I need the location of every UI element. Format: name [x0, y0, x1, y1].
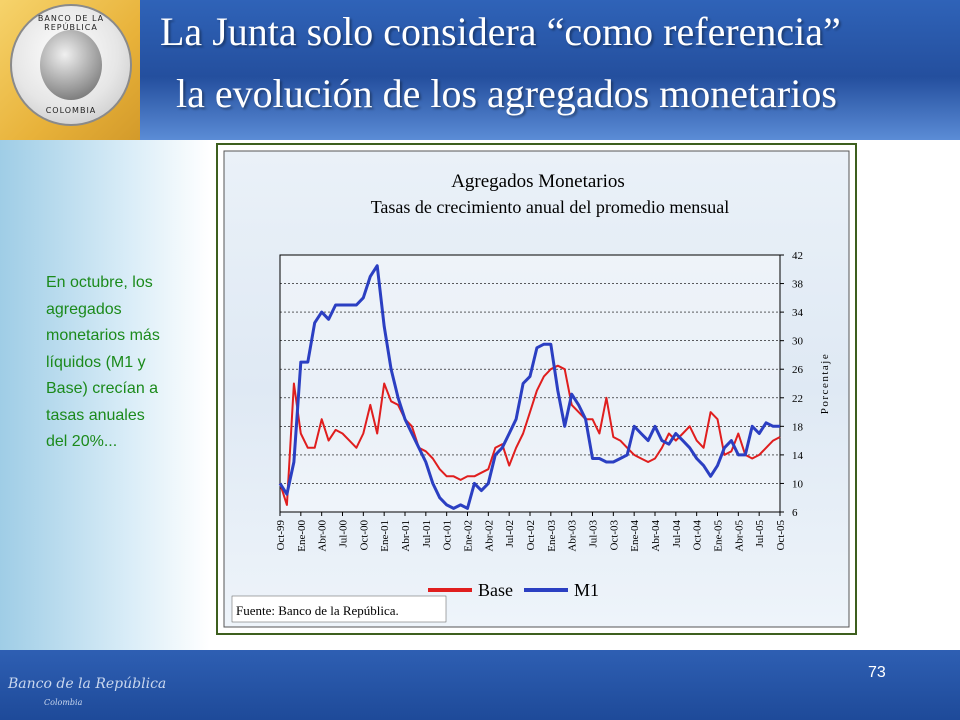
y-tick-label: 34: [792, 307, 804, 319]
y-tick-label: 26: [792, 364, 804, 376]
x-tick-label: Oct-05: [775, 520, 787, 551]
chart-area-background: [223, 150, 850, 628]
plot-border: [279, 254, 781, 513]
footer-band: [0, 650, 960, 720]
source-note: Fuente: Banco de la República.: [236, 603, 399, 618]
y-axis-label: Porcentaje: [819, 353, 831, 414]
x-tick-label: Abr-05: [733, 520, 745, 552]
commentary-text: En octubre, los agregados monetarios más…: [46, 274, 160, 450]
x-tick-label: Oct-04: [692, 520, 704, 551]
legend-label-base: Base: [478, 580, 513, 600]
series-line-m1: [278, 264, 780, 510]
slide-title-line1: La Junta solo considera “como referencia…: [160, 9, 841, 54]
x-tick-label: Oct-00: [358, 520, 370, 551]
x-tick-label: Jul-03: [588, 520, 600, 548]
x-tick-label: Abr-01: [400, 520, 412, 552]
y-tick-label: 42: [792, 250, 803, 262]
x-tick-label: Jul-00: [338, 520, 350, 548]
series-line-base: [279, 364, 781, 506]
x-tick-label: Abr-03: [567, 520, 579, 552]
chart-title: Agregados Monetarios: [451, 171, 625, 192]
bank-seal-logo: BANCO DE LA REPÚBLICA COLOMBIA: [10, 4, 132, 126]
y-tick-label: 22: [792, 393, 803, 405]
x-tick-label: Ene-03: [546, 520, 558, 552]
seal-top-text: BANCO DE LA REPÚBLICA: [37, 14, 105, 32]
seal-bottom-text: COLOMBIA: [45, 106, 97, 115]
y-tick-label: 10: [792, 478, 804, 490]
header-band: [0, 0, 960, 140]
x-tick-label: Jul-05: [754, 520, 766, 548]
x-tick-label: Oct-01: [442, 520, 454, 551]
x-tick-label: Abr-04: [650, 520, 662, 552]
logo-background: BANCO DE LA REPÚBLICA COLOMBIA: [0, 0, 140, 140]
y-tick-label: 14: [792, 450, 804, 462]
x-tick-label: Jul-02: [504, 520, 516, 548]
y-tick-label: 30: [792, 336, 804, 348]
x-tick-label: Ene-04: [629, 520, 641, 552]
x-tick-label: Ene-05: [713, 520, 725, 552]
x-tick-label: Jul-01: [421, 520, 433, 548]
x-tick-label: Abr-02: [483, 520, 495, 552]
x-tick-label: Abr-00: [317, 520, 329, 552]
x-tick-label: Jul-04: [671, 520, 683, 548]
legend: Base M1: [428, 580, 599, 600]
y-tick-label: 38: [792, 279, 804, 291]
x-tick-label: Ene-02: [463, 520, 475, 552]
chart-subtitle: Tasas de crecimiento anual del promedio …: [371, 197, 730, 217]
source-note-box: [231, 595, 447, 623]
slide-title-line2: la evolución de los agregados monetarios: [176, 71, 837, 116]
page-number: 73: [868, 664, 886, 681]
footer-bank-logo-sub: Colombia: [44, 698, 83, 707]
x-tick-label: Oct-03: [608, 520, 620, 551]
legend-label-m1: M1: [574, 580, 599, 600]
plot-area: 6 10 14 18 22 26 30 34 38 42 Oct-99 Ene-00 Abr-00 Jul…: [275, 250, 804, 552]
x-tick-label: Oct-02: [525, 520, 537, 551]
seal-portrait-icon: [40, 30, 102, 100]
x-tick-label: Ene-00: [296, 520, 308, 552]
chart-svg: Agregados Monetarios Tasas de crecimient…: [223, 150, 850, 628]
chart-frame: Agregados Monetarios Tasas de crecimient…: [216, 143, 857, 635]
x-tick-label: Ene-01: [379, 520, 391, 552]
y-tick-label: 18: [792, 421, 804, 433]
x-tick-label: Oct-99: [275, 520, 287, 551]
left-panel: [0, 140, 210, 650]
footer-bank-logo: Banco de la República: [8, 676, 167, 692]
y-tick-label: 6: [792, 507, 798, 519]
